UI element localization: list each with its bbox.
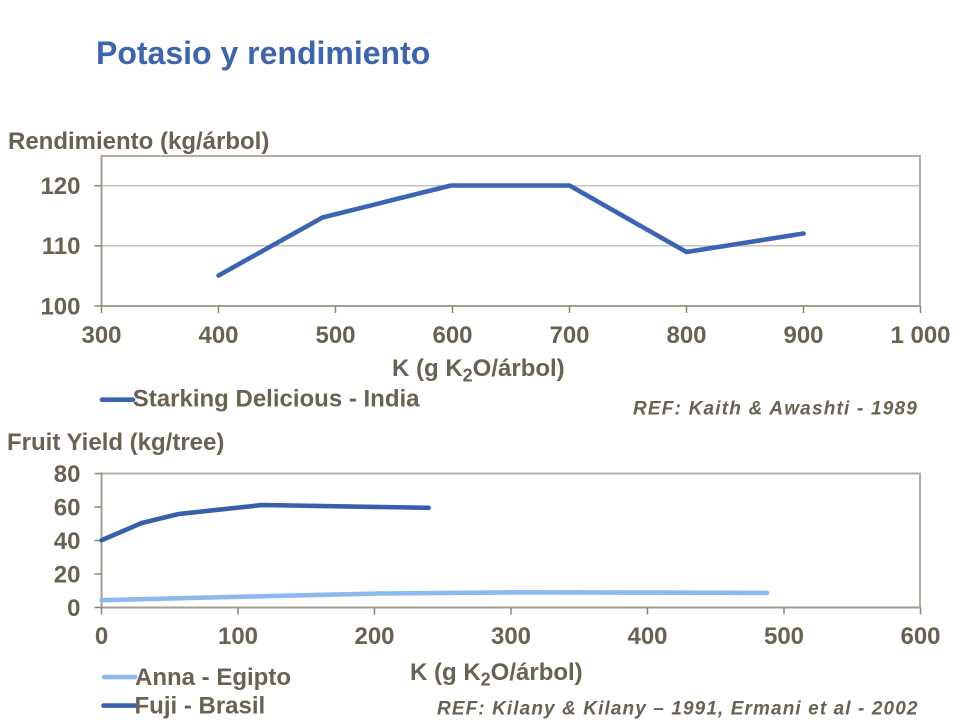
svg-text:Potasio y rendimiento: Potasio y rendimiento (96, 35, 430, 71)
svg-text:300: 300 (491, 623, 531, 650)
svg-text:900: 900 (783, 322, 823, 349)
svg-text:400: 400 (198, 322, 238, 349)
svg-text:120: 120 (40, 173, 80, 200)
svg-text:REF: Kaith & Awashti - 1989: REF: Kaith & Awashti - 1989 (633, 399, 918, 420)
svg-text:700: 700 (549, 322, 589, 349)
svg-text:K (g K2O/árbol): K (g K2O/árbol) (410, 659, 583, 690)
svg-text:0: 0 (95, 623, 108, 650)
svg-text:1 000: 1 000 (890, 322, 950, 349)
svg-text:600: 600 (432, 322, 472, 349)
svg-text:200: 200 (354, 623, 394, 650)
svg-text:K (g K2O/árbol): K (g K2O/árbol) (392, 355, 565, 386)
svg-text:0: 0 (67, 595, 80, 622)
svg-text:Starking Delicious - India: Starking Delicious - India (133, 386, 420, 413)
svg-text:Fuji - Brasil: Fuji - Brasil (135, 693, 266, 720)
svg-text:300: 300 (81, 322, 121, 349)
svg-text:REF: Kilany & Kilany – 1991, E: REF: Kilany & Kilany – 1991, Ermani et a… (437, 699, 919, 720)
svg-text:100: 100 (218, 623, 258, 650)
svg-text:500: 500 (764, 623, 804, 650)
svg-text:80: 80 (54, 461, 81, 488)
svg-text:400: 400 (627, 623, 667, 650)
svg-text:600: 600 (900, 623, 940, 650)
svg-text:Rendimiento (kg/árbol): Rendimiento (kg/árbol) (8, 128, 269, 155)
svg-text:Anna - Egipto: Anna - Egipto (135, 664, 291, 691)
svg-text:110: 110 (42, 233, 81, 260)
svg-text:20: 20 (54, 562, 81, 589)
svg-text:40: 40 (54, 528, 81, 555)
svg-text:60: 60 (54, 495, 81, 522)
svg-text:800: 800 (666, 322, 706, 349)
svg-text:Fruit Yield (kg/tree): Fruit Yield (kg/tree) (7, 429, 224, 456)
svg-text:100: 100 (40, 294, 80, 321)
svg-text:500: 500 (315, 322, 355, 349)
